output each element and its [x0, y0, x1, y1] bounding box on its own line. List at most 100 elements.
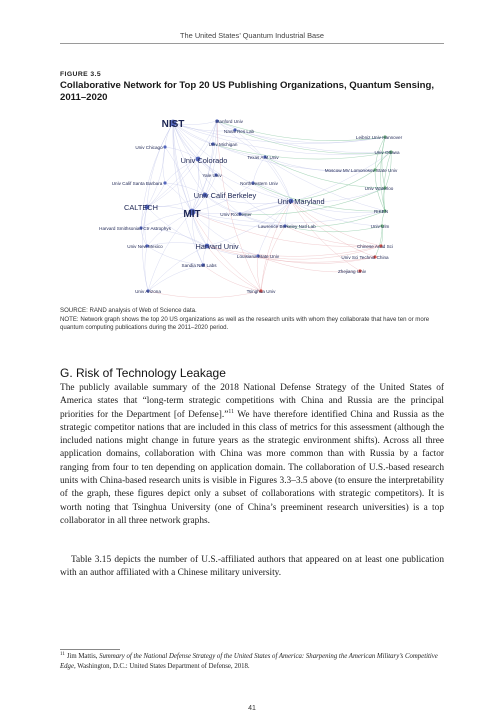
network-node-michigan — [211, 142, 215, 146]
network-node-label: Louisiana State Univ — [237, 254, 280, 259]
network-edge — [206, 245, 376, 263]
network-node-label: Univ Ulm — [371, 224, 390, 229]
network-node-stanford — [215, 119, 219, 123]
network-edge — [234, 129, 292, 202]
network-edge — [140, 122, 174, 229]
network-node-label: Univ Chicago — [135, 145, 163, 150]
network-node-riken — [383, 209, 387, 213]
network-edge — [164, 158, 199, 184]
network-node-moscow — [373, 168, 377, 172]
network-edge — [257, 245, 382, 260]
network-edge — [202, 264, 262, 292]
network-node-label: Univ Maryland — [277, 197, 324, 206]
network-edge — [146, 122, 174, 208]
network-node-label: Lawrence Berkeley Natl Lab — [258, 224, 316, 229]
network-edge — [374, 225, 383, 258]
network-edge — [257, 200, 292, 257]
network-node-arizona — [146, 289, 150, 293]
network-node-label: Univ Waterloo — [365, 186, 394, 191]
header-rule — [60, 43, 444, 44]
network-edge — [147, 245, 208, 292]
paragraph-text: We have therefore identified China and R… — [60, 409, 444, 526]
page-number: 41 — [248, 705, 256, 712]
network-node-ustc — [373, 255, 377, 259]
network-edge — [234, 129, 386, 144]
network-node-label: Univ Rochester — [220, 212, 252, 217]
network-node-label: Univ Colorado — [181, 156, 228, 165]
network-node-label: Texas A M Univ — [247, 155, 279, 160]
network-edge — [290, 200, 361, 272]
network-edge — [380, 136, 386, 212]
network-edge — [172, 122, 217, 176]
figure-title: Collaborative Network for Top 20 US Publ… — [60, 80, 435, 104]
network-node-leibniz — [383, 135, 387, 139]
network-node-label: Yale Univ — [202, 173, 222, 178]
network-node-label: Univ Calif Santa Barbara — [112, 181, 163, 186]
network-node-label: MIT — [183, 209, 200, 220]
network-edge — [290, 200, 382, 247]
footnote-reference[interactable]: 11 — [228, 408, 234, 415]
network-edge — [206, 245, 259, 257]
network-node-lbnl — [283, 224, 287, 228]
network-edge — [216, 120, 386, 141]
network-edge — [290, 200, 376, 258]
network-node-label: Harvard Univ — [195, 242, 238, 251]
footnote: 11 Jim Mattis, Summary of the National De… — [60, 652, 446, 671]
network-node-label: Univ Arizona — [135, 289, 161, 294]
network-node-label: Stanford Univ — [215, 119, 244, 124]
network-edge — [191, 211, 286, 228]
network-edge — [146, 120, 218, 208]
network-edge — [172, 122, 208, 247]
network-edge — [383, 151, 392, 212]
network-edge — [146, 158, 199, 208]
network-edge — [197, 120, 218, 160]
network-edge — [146, 205, 193, 213]
network-edge — [146, 194, 206, 208]
network-edge — [284, 225, 383, 233]
network-edge — [140, 227, 208, 247]
network-edge — [146, 206, 208, 247]
network-node-label: Univ Ottawa — [374, 150, 399, 155]
figure-source: SOURCE: RAND analysis of Web of Science … — [60, 307, 197, 314]
network-edge — [191, 211, 204, 266]
network-node-berkeley — [202, 192, 208, 198]
body-paragraph-2: Table 3.15 depicts the number of U.S.-af… — [60, 555, 444, 579]
network-node-yale — [214, 173, 218, 177]
network-edge — [384, 151, 392, 189]
network-node-label: Northwestern Univ — [240, 181, 278, 186]
network-edge — [216, 120, 386, 212]
network-edge — [284, 225, 382, 247]
network-edge — [260, 225, 286, 292]
figure-note: NOTE: Network graph shows the top 20 US … — [60, 316, 430, 331]
network-edge — [172, 122, 206, 196]
network-edge — [380, 225, 384, 247]
network-node-mit — [188, 208, 196, 216]
network-edge — [212, 143, 392, 160]
network-edge — [239, 187, 386, 215]
network-edge — [206, 245, 262, 292]
network-edge — [290, 200, 386, 213]
network-node-caltech — [144, 204, 150, 210]
network-edge — [164, 146, 199, 160]
network-edge — [172, 122, 241, 215]
network-node-texasam — [263, 155, 267, 159]
network-node-label: Univ New Mexico — [127, 244, 163, 249]
network-node-label: Univ Michigan — [209, 142, 238, 147]
footnote-text: Jim Mattis, — [66, 653, 100, 660]
network-edge — [206, 200, 292, 247]
network-edge — [147, 264, 204, 292]
network-node-ulm — [380, 224, 384, 228]
network-edge — [140, 227, 148, 247]
network-edge — [206, 245, 382, 257]
network-edge — [204, 194, 292, 204]
network-edge — [172, 122, 204, 266]
network-edge — [146, 146, 166, 208]
network-edge — [172, 120, 218, 125]
network-edge — [212, 143, 376, 172]
network-node-newmexico — [145, 244, 149, 248]
network-edge — [239, 200, 292, 215]
network-edge — [234, 129, 392, 154]
network-edge — [164, 146, 193, 213]
network-node-ucsb — [163, 181, 167, 185]
